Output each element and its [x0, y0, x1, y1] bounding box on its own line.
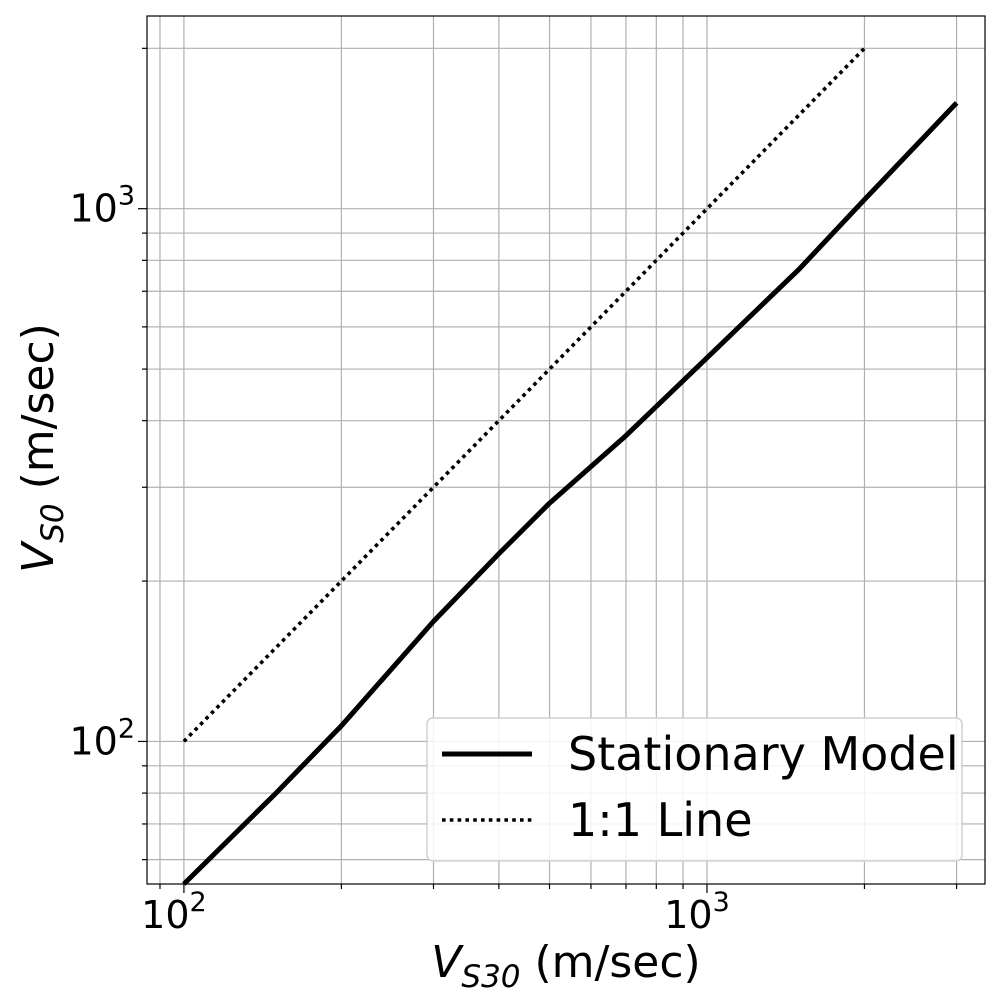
ticks: 102 103 102 103	[69, 47, 958, 937]
series-one-to-one-line	[182, 47, 866, 743]
legend-label-stationary-model: Stationary Model	[568, 727, 959, 781]
legend: Stationary Model 1:1 Line	[426, 717, 963, 862]
series-layer	[182, 47, 959, 886]
series-stationary-model-line	[182, 101, 959, 886]
legend-box	[426, 717, 963, 862]
x-tick-label: 103	[664, 887, 730, 937]
y-axis-label: VS0 (m/sec)	[13, 323, 71, 573]
x-axis-label: VS30 (m/sec)	[431, 937, 700, 995]
legend-label-one-to-one-line: 1:1 Line	[568, 793, 753, 847]
x-tick-label: 102	[141, 887, 207, 937]
y-tick-label: 102	[69, 713, 135, 763]
plot-frame	[146, 15, 986, 885]
y-tick-label: 103	[69, 181, 135, 231]
